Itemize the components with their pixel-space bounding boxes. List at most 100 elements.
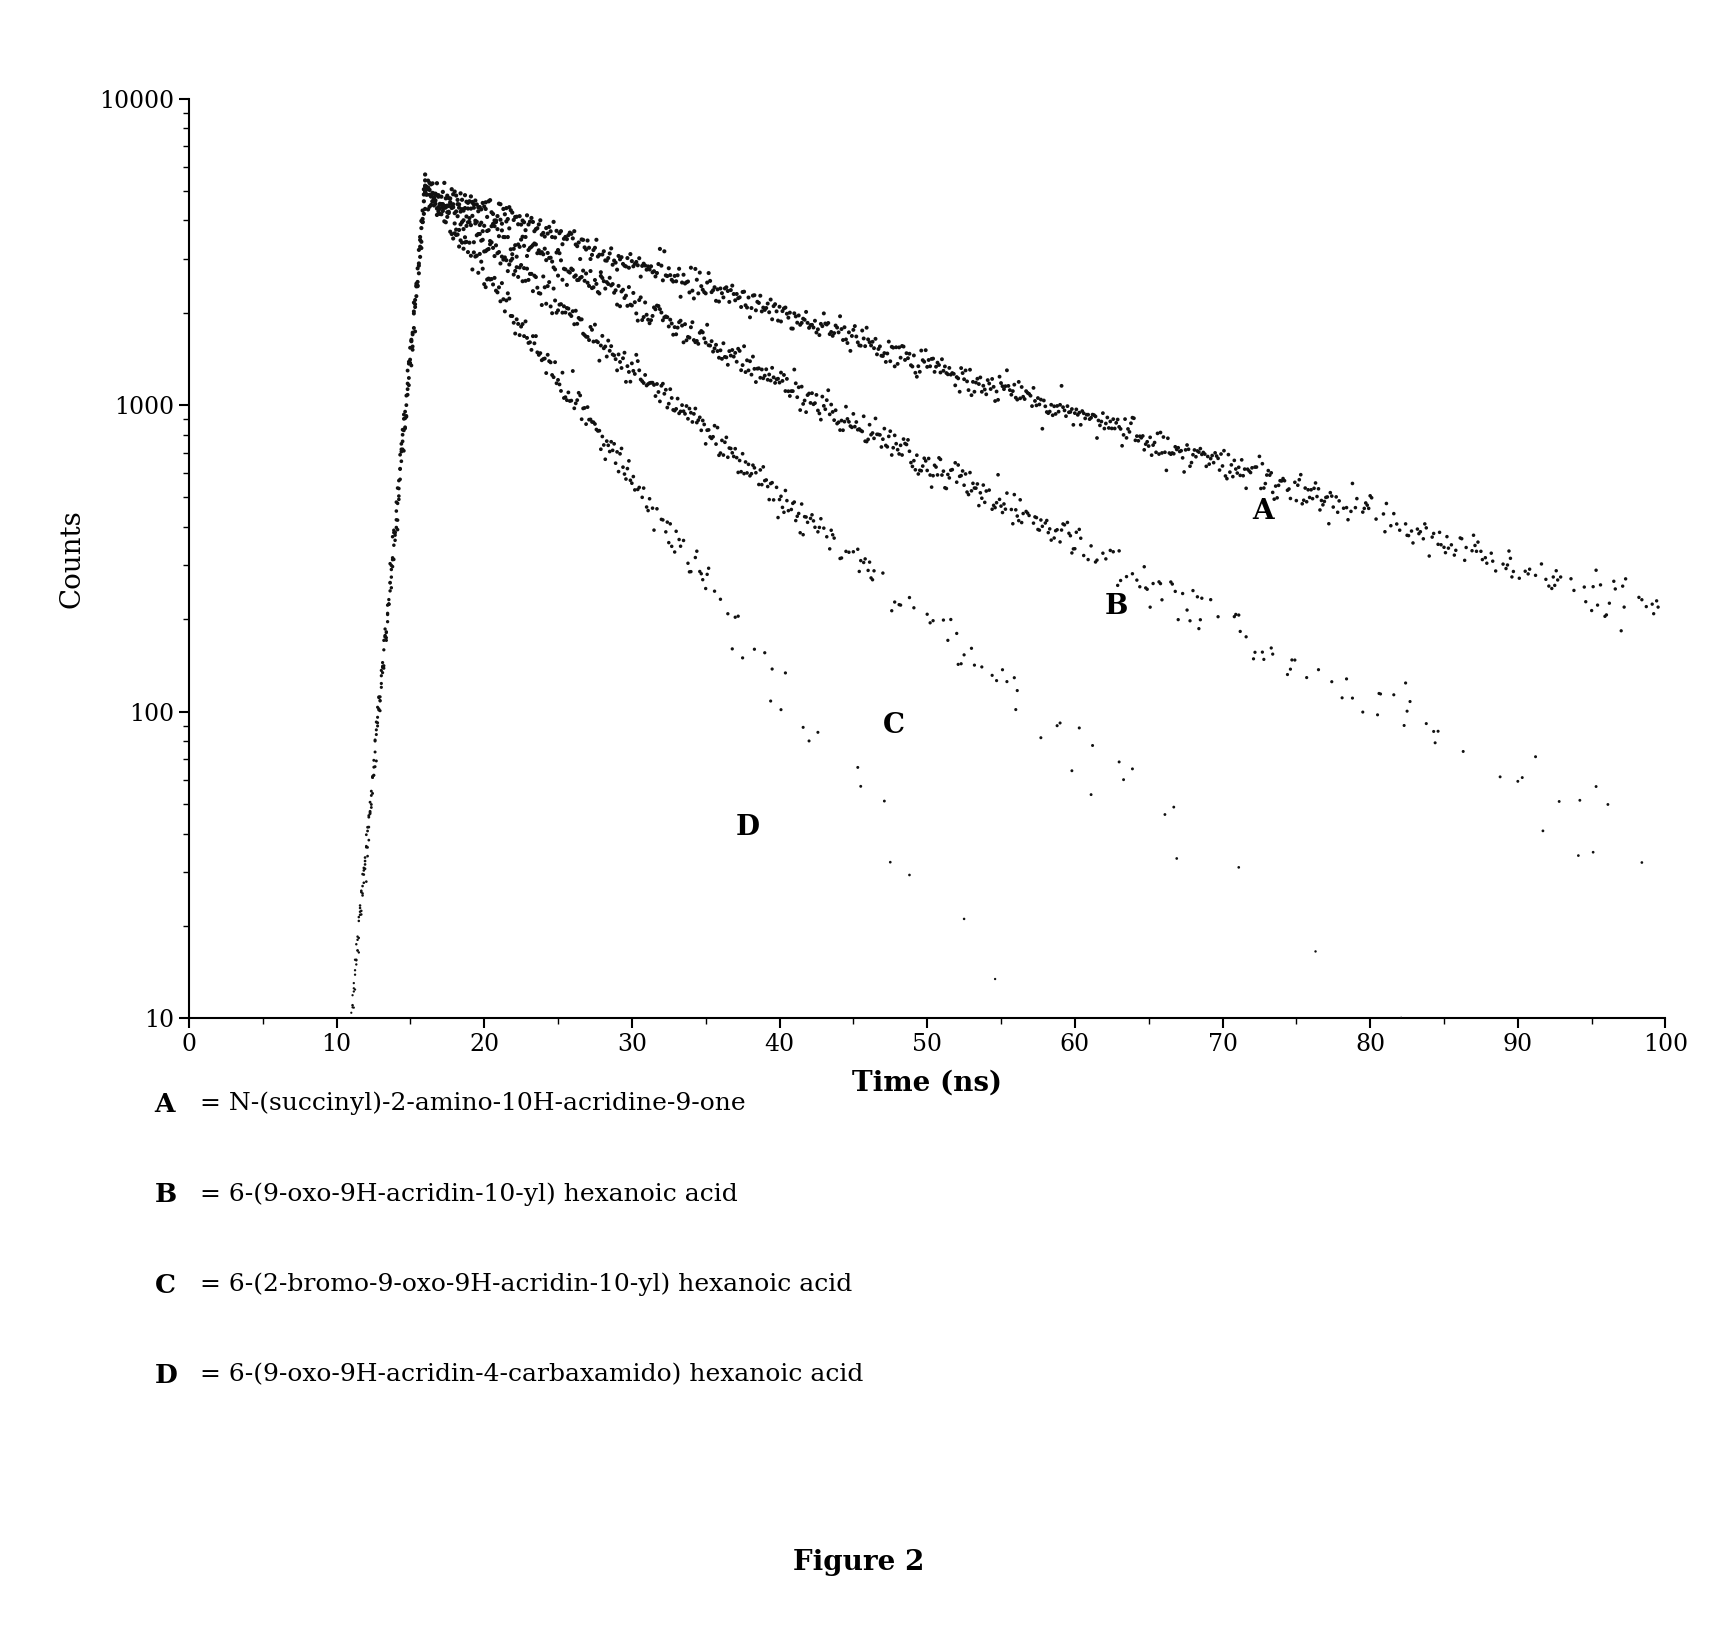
Point (350, 870, 378, 897)
Point (1078, 732, 1106, 759)
Point (553, 227, 580, 253)
Point (434, 200, 462, 227)
Point (623, 342, 651, 368)
Point (989, 657, 1016, 683)
Point (568, 227, 596, 253)
Point (810, 300, 838, 327)
Point (486, 287, 513, 314)
Point (1025, 384, 1053, 410)
Point (1149, 586, 1176, 612)
Point (627, 366, 654, 392)
Point (730, 645, 757, 672)
Point (1434, 524, 1461, 550)
Point (1035, 399, 1063, 425)
Point (1212, 463, 1240, 489)
Point (1202, 440, 1229, 466)
Point (585, 241, 613, 268)
Point (1023, 392, 1051, 419)
Point (529, 241, 556, 268)
Point (781, 507, 809, 534)
Point (383, 507, 410, 534)
Point (445, 187, 472, 213)
Point (634, 256, 661, 282)
Point (354, 842, 381, 869)
Point (1118, 410, 1145, 437)
Point (548, 291, 575, 317)
Point (431, 192, 458, 218)
Point (1521, 562, 1549, 588)
Point (486, 274, 513, 300)
Point (349, 882, 376, 908)
Point (433, 186, 460, 212)
Point (1070, 542, 1097, 568)
Point (682, 396, 709, 422)
Point (630, 251, 658, 277)
Point (606, 246, 634, 273)
Point (426, 190, 453, 217)
Point (1147, 570, 1174, 596)
Point (1262, 473, 1289, 499)
Point (757, 688, 785, 714)
Point (761, 369, 788, 396)
Point (496, 236, 524, 263)
Point (1176, 453, 1204, 479)
Point (683, 328, 711, 355)
Point (347, 895, 374, 921)
Point (762, 475, 790, 501)
Point (920, 358, 948, 384)
Point (1164, 435, 1192, 461)
Point (587, 259, 615, 286)
Point (780, 315, 807, 342)
Point (807, 407, 834, 433)
Point (1413, 514, 1441, 540)
Point (556, 300, 584, 327)
Point (687, 319, 714, 345)
Point (900, 594, 927, 621)
Point (455, 240, 482, 266)
Point (764, 366, 792, 392)
Point (598, 429, 625, 455)
Point (750, 453, 778, 479)
Point (537, 350, 565, 376)
Point (649, 307, 676, 333)
Point (616, 466, 644, 493)
Point (639, 302, 666, 328)
Point (388, 430, 416, 456)
Point (429, 190, 457, 217)
Point (721, 435, 749, 461)
Point (355, 814, 383, 841)
Point (685, 330, 713, 356)
Point (349, 880, 376, 906)
Point (553, 388, 580, 414)
Point (864, 422, 891, 448)
Point (385, 491, 412, 517)
Point (759, 655, 786, 681)
Point (1003, 678, 1030, 704)
Point (749, 356, 776, 383)
Point (989, 499, 1016, 525)
Point (527, 207, 555, 233)
Point (687, 417, 714, 443)
Point (561, 391, 589, 417)
Point (767, 696, 795, 722)
Point (965, 371, 992, 397)
Point (386, 456, 414, 483)
Point (479, 271, 507, 297)
Point (755, 486, 783, 512)
Point (446, 199, 474, 225)
Point (1288, 461, 1315, 488)
Point (628, 484, 656, 511)
Point (1037, 391, 1065, 417)
Point (630, 304, 658, 330)
Point (618, 350, 646, 376)
Point (366, 696, 393, 722)
Point (1130, 437, 1157, 463)
Point (611, 253, 639, 279)
Point (970, 373, 998, 399)
Point (984, 461, 1011, 488)
Point (393, 392, 421, 419)
Point (687, 273, 714, 299)
Point (1156, 440, 1183, 466)
Point (1478, 540, 1506, 566)
Point (1461, 532, 1489, 558)
